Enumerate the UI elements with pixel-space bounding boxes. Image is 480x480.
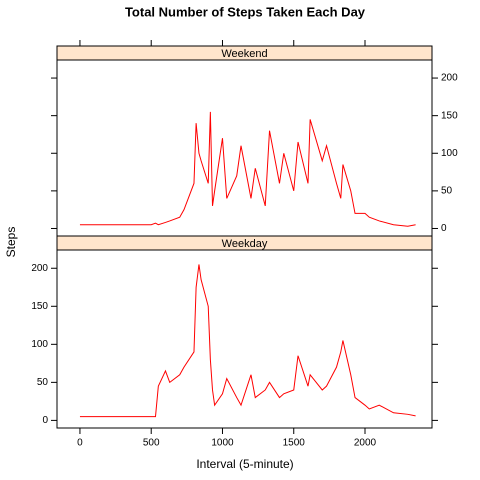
panel — [56, 249, 433, 429]
data-line — [79, 111, 416, 227]
y-axis-label: Steps — [4, 227, 18, 258]
y-tick-label: 200 — [441, 73, 458, 84]
x-tick-label: 0 — [77, 438, 83, 449]
strip-label: Weekend — [221, 48, 267, 60]
y-tick-label: 50 — [37, 377, 49, 388]
y-tick-label: 100 — [441, 148, 458, 159]
y-tick-label: 100 — [31, 339, 48, 350]
chart-title: Total Number of Steps Taken Each Day — [125, 4, 366, 19]
panel — [56, 59, 433, 237]
x-tick-label: 2000 — [354, 438, 377, 449]
x-axis-label: Interval (5-minute) — [196, 457, 293, 471]
strip-label: Weekday — [222, 238, 268, 250]
x-tick-label: 1000 — [211, 438, 234, 449]
x-tick-label: 500 — [143, 438, 160, 449]
y-tick-label: 150 — [441, 110, 458, 121]
y-tick-label: 0 — [441, 223, 447, 234]
x-tick-label: 1500 — [283, 438, 306, 449]
y-tick-label: 150 — [31, 301, 48, 312]
y-tick-label: 0 — [42, 415, 48, 426]
y-tick-label: 50 — [441, 186, 453, 197]
data-line — [79, 264, 416, 418]
y-tick-label: 200 — [31, 263, 48, 274]
